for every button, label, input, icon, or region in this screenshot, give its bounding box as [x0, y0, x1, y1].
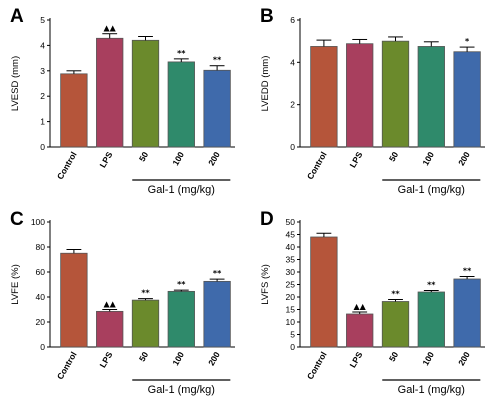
- panel-c-y-tick-label: 60: [36, 267, 46, 277]
- panel-d-y-tick-label: 10: [286, 317, 296, 327]
- panel-c-significance-label: ▲▲: [104, 300, 117, 309]
- panel-d-bar: [417, 291, 445, 348]
- panel-b-y-axis-label: LVEDD (mm): [260, 56, 271, 112]
- panel-a-category-label: 200: [206, 150, 222, 168]
- panel-c-bar: [60, 252, 88, 348]
- panel-d-bar: [310, 236, 338, 348]
- panel-c-significance-label: **: [177, 280, 186, 289]
- panel-d-y-tick-label: 0: [290, 342, 295, 352]
- panel-c-y-tick-label: 40: [36, 292, 46, 302]
- panel-b-category-label: 50: [387, 150, 401, 163]
- panel-a-bar: [167, 61, 195, 148]
- panel-a-y-tick-label: 0: [40, 142, 45, 152]
- panel-a-y-tick-label: 5: [40, 15, 45, 25]
- panel-c-category-label: Control: [55, 350, 79, 381]
- panel-b-bar: [417, 46, 445, 148]
- panel-b-letter: B: [260, 6, 274, 27]
- panel-c-category-label: 200: [206, 350, 222, 368]
- panel-a-significance-label: **: [177, 49, 186, 58]
- panel-b-category-label: 100: [420, 150, 436, 168]
- panel-c-category-label: 50: [137, 350, 151, 363]
- panel-b-y-tick-label: 6: [290, 15, 295, 25]
- panel-d-y-tick-label: 40: [286, 242, 296, 252]
- panel-a-y-tick-label: 3: [40, 66, 45, 76]
- panel-a-y-tick-label: 4: [40, 40, 45, 50]
- panel-c-bar: [96, 310, 124, 348]
- panel-d-y-tick-label: 20: [286, 292, 296, 302]
- panel-b-bar: [453, 51, 481, 148]
- panel-a-y-axis-label: LVESD (mm): [10, 56, 21, 111]
- panel-d-y-tick-label: 30: [286, 267, 296, 277]
- panel-b-y-tick-label: 0: [290, 142, 295, 152]
- panel-d-significance-label: **: [391, 290, 400, 299]
- panel-d-y-tick-label: 35: [286, 255, 296, 265]
- panel-c-bar: [131, 299, 160, 348]
- panel-a-category-label: Control: [55, 150, 79, 181]
- panel-c-group-label: Gal-1 (mg/kg): [148, 384, 215, 396]
- panel-d-category-label: LPS: [348, 350, 365, 370]
- panel-d-significance-label: **: [463, 267, 472, 276]
- panel-d-bar: [381, 301, 410, 348]
- panel-d-y-tick-label: 45: [286, 230, 296, 240]
- panel-c-significance-label: **: [141, 289, 150, 298]
- panel-d-y-tick-label: 15: [286, 305, 296, 315]
- panel-b-group-label: Gal-1 (mg/kg): [398, 184, 465, 196]
- panel-c-letter: C: [10, 209, 24, 230]
- panel-b-category-label: Control: [305, 150, 329, 181]
- panel-a-category-label: LPS: [98, 150, 115, 170]
- panel-c-y-tick-label: 20: [36, 317, 46, 327]
- panel-a-bar: [131, 39, 160, 148]
- panel-a-y-tick-label: 1: [40, 117, 45, 127]
- panel-a-bar: [60, 73, 88, 148]
- panel-a-bar: [96, 37, 124, 148]
- panel-d-bar: [346, 313, 374, 348]
- panel-a-significance-label: **: [213, 56, 222, 65]
- panel-c-y-tick-label: 100: [31, 217, 45, 227]
- panel-c-y-axis-label: LVFE (%): [10, 264, 21, 304]
- panel-b-category-label: LPS: [348, 150, 365, 170]
- panel-d-significance-label: ▲▲: [354, 302, 367, 311]
- panel-a-y-tick-label: 2: [40, 91, 45, 101]
- panel-b-y-tick-label: 2: [290, 100, 295, 110]
- panel-a-category-label: 50: [137, 150, 151, 163]
- panel-b-bar: [310, 46, 338, 148]
- panel-d-category-label: 200: [456, 350, 472, 368]
- panel-c-category-label: 100: [170, 350, 186, 368]
- panel-d-significance-label: **: [427, 281, 436, 290]
- panel-c-bar: [167, 290, 195, 348]
- panel-c-y-tick-label: 0: [40, 342, 45, 352]
- panel-a-significance-label: ▲▲: [104, 24, 117, 33]
- panel-c-category-label: LPS: [98, 350, 115, 370]
- panel-d-y-tick-label: 25: [286, 280, 296, 290]
- panel-b-bar: [381, 40, 410, 148]
- panel-a-category-label: 100: [170, 150, 186, 168]
- panel-d-group-label: Gal-1 (mg/kg): [398, 384, 465, 396]
- panel-d-y-tick-label: 50: [286, 217, 296, 227]
- panel-d-bar: [453, 278, 481, 348]
- panel-c-bar: [203, 280, 231, 348]
- panel-c-significance-label: **: [213, 269, 222, 278]
- panel-a-group-label: Gal-1 (mg/kg): [148, 184, 215, 196]
- panel-b-significance-label: *: [465, 37, 470, 46]
- panel-d-category-label: 50: [387, 350, 401, 363]
- panel-a-letter: A: [10, 6, 24, 27]
- panel-b-bar: [346, 43, 374, 148]
- panel-b-y-tick-label: 4: [290, 57, 295, 67]
- panel-c-y-tick-label: 80: [36, 242, 46, 252]
- panel-d-letter: D: [260, 209, 274, 230]
- panel-d-category-label: 100: [420, 350, 436, 368]
- panel-a-bar: [203, 69, 231, 148]
- panel-d-y-axis-label: LVFS (%): [260, 264, 271, 304]
- panel-d-y-tick-label: 5: [290, 330, 295, 340]
- panel-d-category-label: Control: [305, 350, 329, 381]
- panel-b-category-label: 200: [456, 150, 472, 168]
